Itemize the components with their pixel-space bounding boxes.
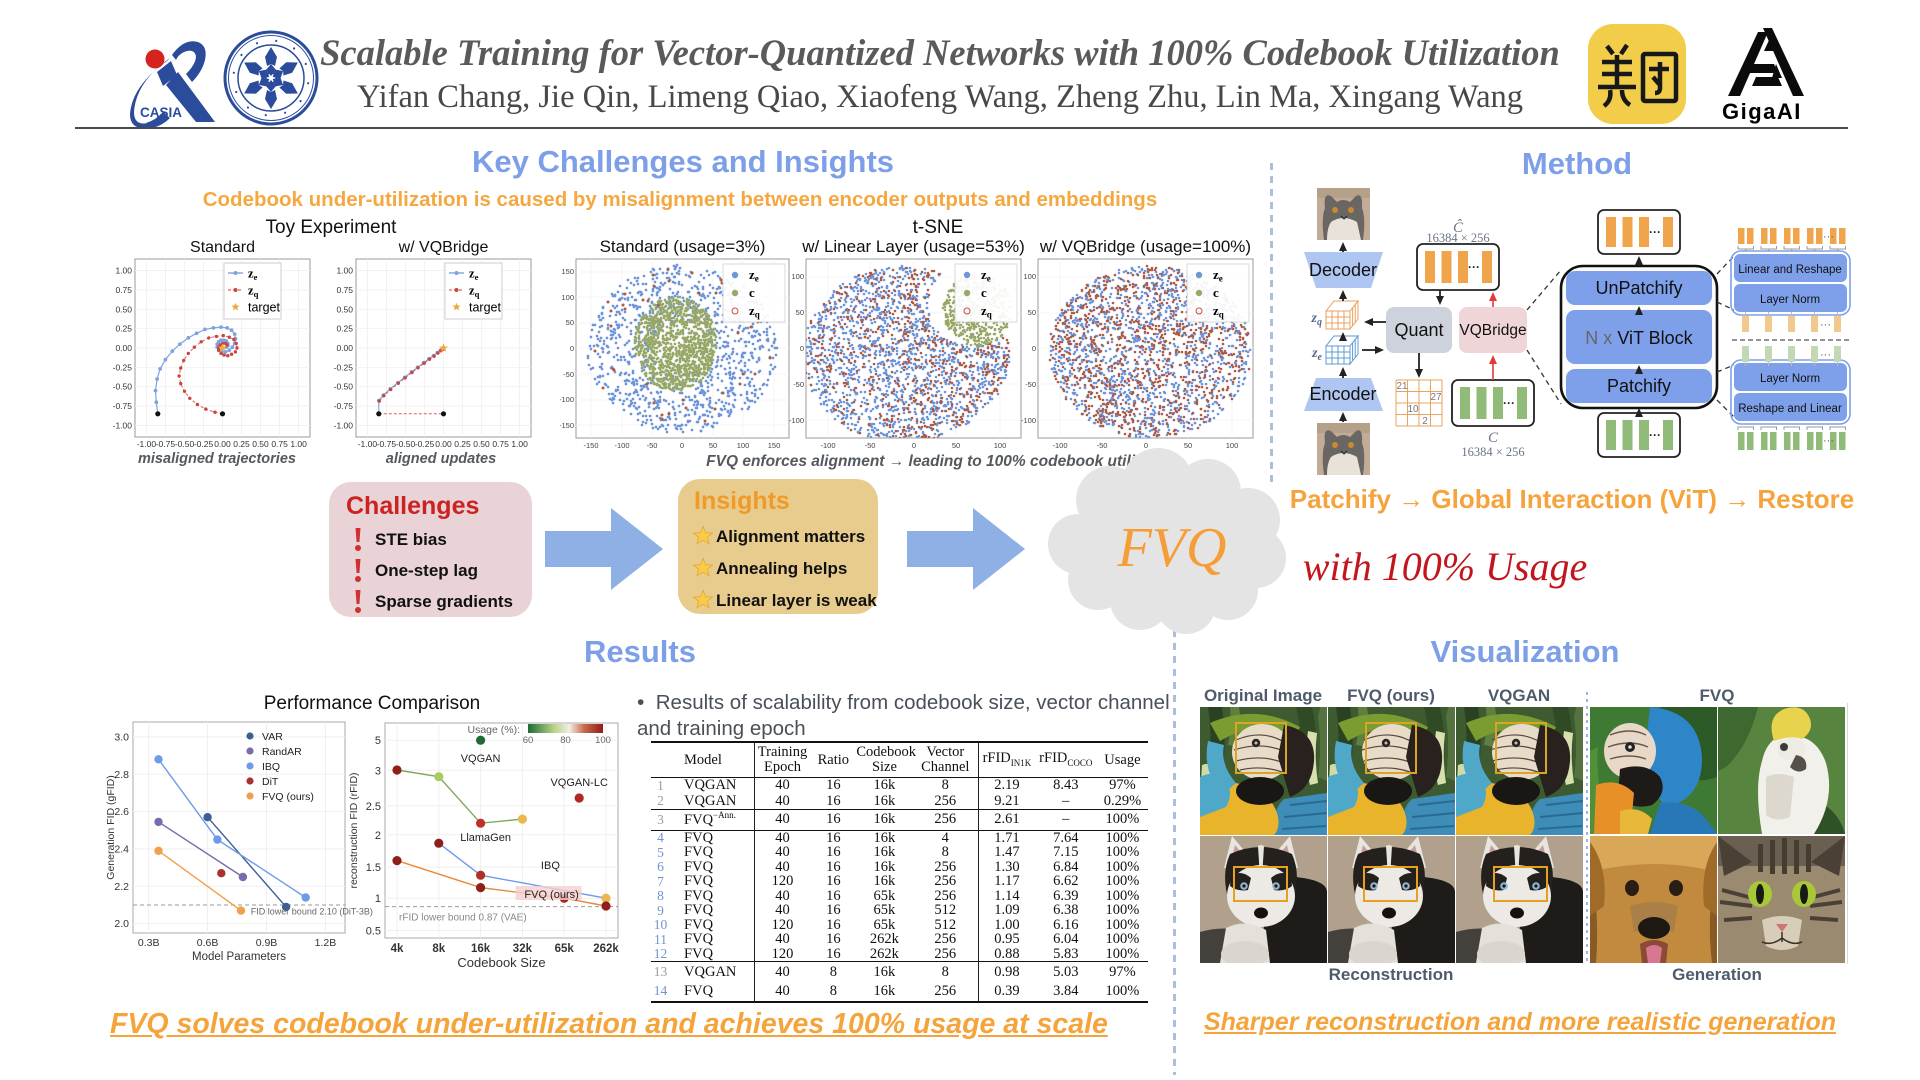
- svg-text:100: 100: [737, 441, 750, 450]
- svg-text:Standard (usage=3%): Standard (usage=3%): [600, 240, 766, 256]
- svg-text:-0.25: -0.25: [194, 439, 214, 449]
- svg-text:50: 50: [566, 318, 574, 327]
- svg-text:0.00: 0.00: [435, 439, 452, 449]
- svg-text:0.00: 0.00: [336, 343, 353, 353]
- svg-text:-0.75: -0.75: [156, 439, 176, 449]
- svg-text:0: 0: [570, 344, 574, 353]
- svg-text:-100: -100: [560, 395, 574, 404]
- svg-text:0.75: 0.75: [115, 285, 132, 295]
- svg-text:-0.25: -0.25: [113, 362, 133, 372]
- svg-text:-50: -50: [647, 441, 658, 450]
- svg-text:-0.25: -0.25: [415, 439, 435, 449]
- svg-text:0: 0: [912, 441, 916, 450]
- svg-text:-0.50: -0.50: [175, 439, 195, 449]
- svg-text:target: target: [248, 301, 280, 315]
- svg-text:-100: -100: [820, 441, 835, 450]
- svg-text:0.25: 0.25: [336, 324, 353, 334]
- svg-text:100: 100: [791, 272, 804, 281]
- svg-text:0.75: 0.75: [336, 285, 353, 295]
- svg-text:-1.00: -1.00: [113, 420, 133, 430]
- svg-text:100: 100: [561, 293, 574, 302]
- svg-text:-50: -50: [793, 380, 804, 389]
- svg-text:-1.00: -1.00: [358, 439, 378, 449]
- svg-text:150: 150: [561, 267, 574, 276]
- svg-text:100: 100: [994, 441, 1007, 450]
- svg-text:zq: zq: [469, 284, 480, 300]
- svg-text:w/ VQBridge: w/ VQBridge: [398, 240, 489, 256]
- svg-text:0.75: 0.75: [492, 439, 509, 449]
- svg-text:0: 0: [680, 441, 684, 450]
- svg-text:-150: -150: [560, 421, 574, 430]
- svg-text:ze: ze: [248, 267, 258, 283]
- svg-text:-0.50: -0.50: [396, 439, 416, 449]
- svg-text:0.25: 0.25: [115, 324, 132, 334]
- svg-text:-100: -100: [614, 441, 629, 450]
- svg-text:50: 50: [952, 441, 960, 450]
- svg-text:-0.75: -0.75: [334, 401, 354, 411]
- svg-text:-0.75: -0.75: [113, 401, 133, 411]
- svg-text:zq: zq: [248, 284, 259, 300]
- svg-text:50: 50: [796, 308, 804, 317]
- svg-text:ze: ze: [749, 267, 759, 284]
- svg-text:-100: -100: [789, 416, 804, 425]
- svg-text:0.50: 0.50: [115, 304, 132, 314]
- svg-text:0.25: 0.25: [454, 439, 471, 449]
- svg-text:1.00: 1.00: [290, 439, 307, 449]
- svg-text:0.25: 0.25: [233, 439, 250, 449]
- svg-text:0: 0: [800, 344, 804, 353]
- svg-text:1.00: 1.00: [336, 266, 353, 276]
- svg-text:0.50: 0.50: [336, 304, 353, 314]
- svg-text:-50: -50: [865, 441, 876, 450]
- svg-text:-1.00: -1.00: [334, 420, 354, 430]
- svg-text:target: target: [469, 301, 501, 315]
- svg-text:50: 50: [709, 441, 717, 450]
- svg-text:150: 150: [768, 441, 781, 450]
- svg-text:0.50: 0.50: [473, 439, 490, 449]
- svg-text:0.75: 0.75: [271, 439, 288, 449]
- svg-text:ze: ze: [469, 267, 479, 283]
- svg-text:GigaAI: GigaAI: [1722, 99, 1802, 124]
- svg-text:0.00: 0.00: [214, 439, 231, 449]
- svg-text:-0.50: -0.50: [113, 382, 133, 392]
- svg-text:-1.00: -1.00: [137, 439, 157, 449]
- svg-text:1.00: 1.00: [115, 266, 132, 276]
- svg-text:Standard: Standard: [190, 240, 255, 256]
- svg-text:-0.25: -0.25: [334, 362, 354, 372]
- svg-text:CASIA: CASIA: [140, 105, 182, 120]
- svg-text:-0.50: -0.50: [334, 382, 354, 392]
- svg-text:zq: zq: [749, 303, 760, 320]
- svg-text:w/ Linear Layer (usage=53%): w/ Linear Layer (usage=53%): [801, 240, 1025, 256]
- svg-text:-150: -150: [583, 441, 598, 450]
- svg-text:-0.75: -0.75: [377, 439, 397, 449]
- svg-text:1.00: 1.00: [511, 439, 528, 449]
- svg-text:0.50: 0.50: [252, 439, 269, 449]
- svg-text:c: c: [749, 285, 755, 300]
- svg-text:-50: -50: [563, 370, 574, 379]
- svg-text:0.00: 0.00: [115, 343, 132, 353]
